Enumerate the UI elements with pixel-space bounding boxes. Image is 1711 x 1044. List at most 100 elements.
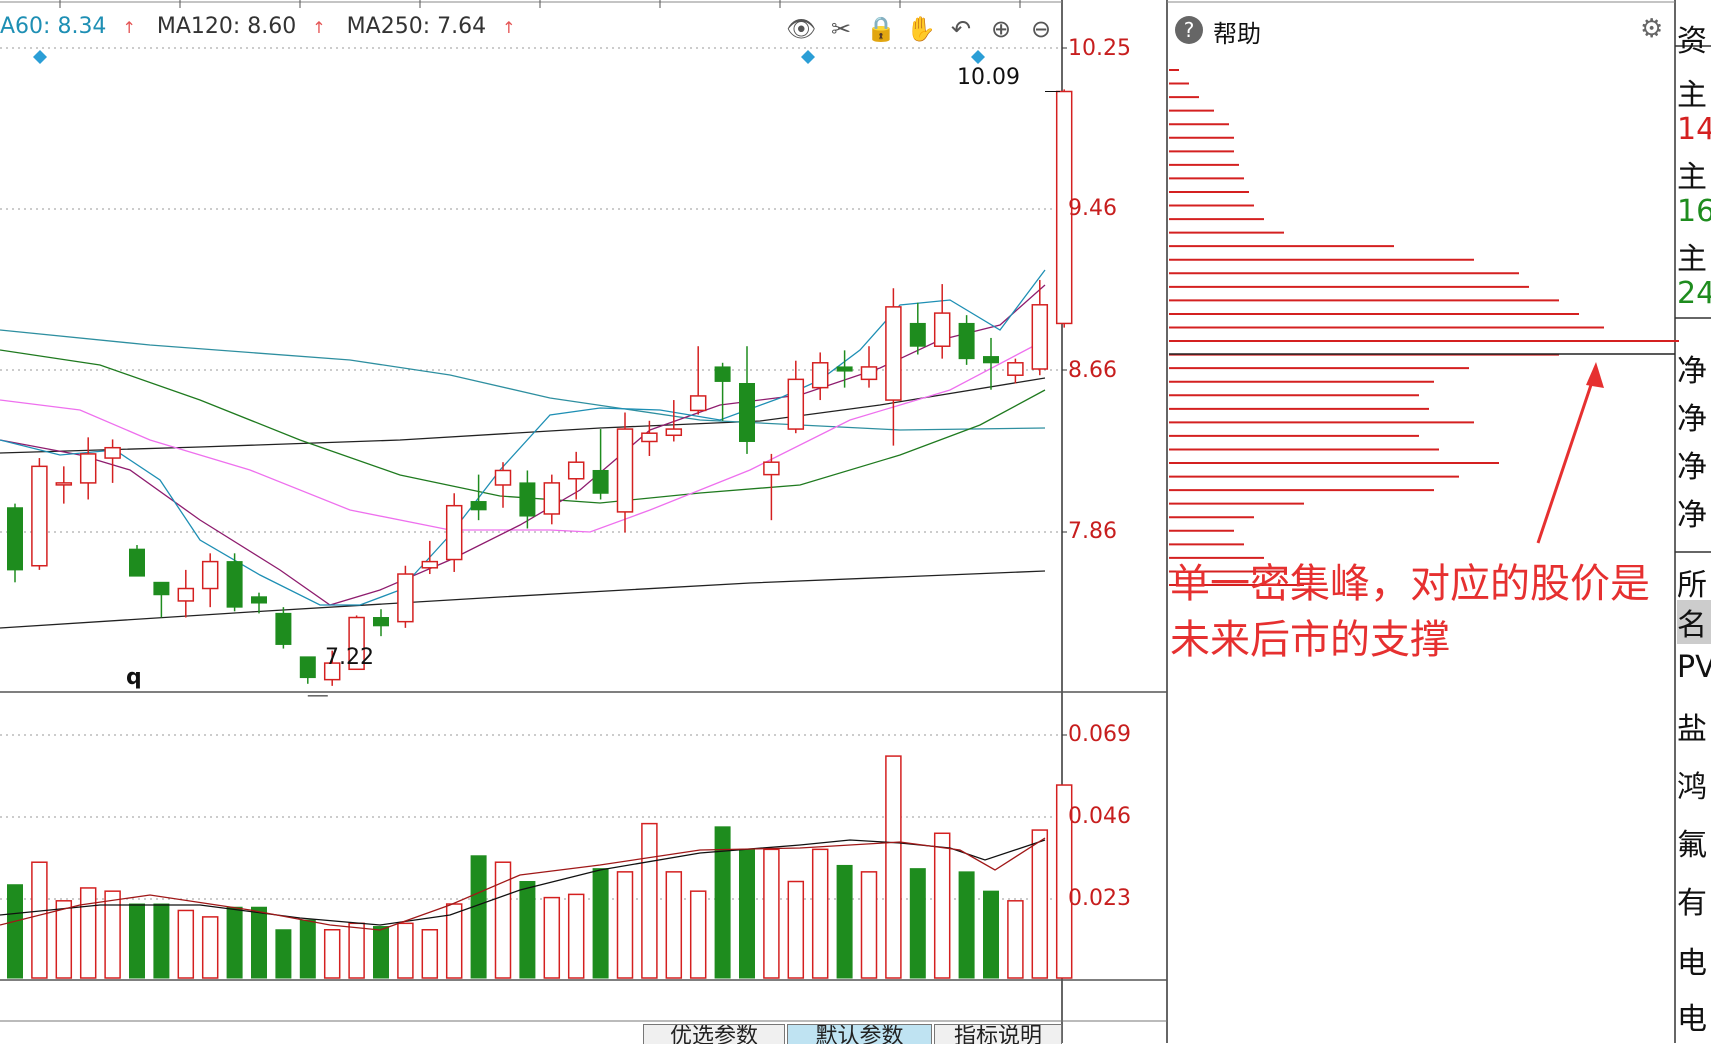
ma-line-0 — [0, 570, 1046, 629]
ma250-label: MA250: 7.64 ↑ — [346, 14, 516, 39]
volume-bar — [494, 861, 512, 979]
candle-body — [909, 322, 926, 347]
volume-bar — [787, 880, 805, 979]
volume-bar — [543, 896, 561, 979]
volume-bar — [226, 906, 243, 979]
volume-bar — [567, 893, 585, 979]
help-icon[interactable]: ? — [1175, 16, 1203, 44]
candle-body — [31, 465, 48, 567]
candle-body — [201, 560, 219, 590]
annotation-text: 单一密集峰，对应的股价是 未来后市的支撑 — [1170, 556, 1650, 668]
candle-body — [226, 561, 243, 608]
candle-body — [665, 428, 683, 437]
candle-body — [299, 656, 316, 679]
ma-line-2 — [0, 329, 1046, 431]
event-marker-icon — [801, 50, 815, 64]
help-label[interactable]: 帮助 — [1213, 20, 1261, 48]
candle-body — [177, 587, 195, 602]
volume-bar — [373, 926, 389, 979]
undo-icon[interactable]: ↶ — [950, 15, 972, 43]
candle-body — [763, 461, 780, 476]
candle-body — [543, 482, 561, 515]
candle-body — [567, 461, 585, 480]
right-column-item: 氟 — [1677, 828, 1707, 863]
zoom-in-icon[interactable]: ⊕ — [990, 15, 1012, 43]
candle-body — [958, 322, 975, 360]
candlesticks — [7, 89, 1073, 697]
volume-bar — [689, 890, 707, 979]
hand-icon[interactable]: ✋ — [906, 15, 936, 43]
volume-bar — [958, 871, 975, 979]
ma-line-6 — [0, 269, 1046, 606]
volume-bar — [909, 868, 926, 979]
annotation-arrow — [1536, 362, 1604, 544]
volume-bar — [31, 861, 48, 979]
volume-bar — [933, 832, 951, 979]
volume-bar — [79, 887, 97, 979]
candle-body — [7, 507, 23, 571]
scissors-icon[interactable]: ✂ — [830, 15, 852, 43]
event-marker-icon — [33, 50, 47, 64]
annotation-arrow-head — [1586, 362, 1604, 388]
right-column-item: 净 — [1677, 498, 1707, 533]
annotation-arrow-shaft — [1536, 369, 1598, 544]
lock-icon[interactable]: 🔒 — [866, 15, 896, 43]
volume-bar — [470, 855, 487, 979]
candle-body — [616, 428, 634, 513]
candle-body — [933, 312, 951, 347]
candle-body — [129, 548, 145, 577]
volume-bar — [983, 890, 999, 979]
right-column-item: 24 — [1677, 276, 1711, 311]
annotation-line-2: 未来后市的支撑 — [1170, 617, 1450, 663]
volume-bar — [251, 906, 267, 979]
volume-bar — [860, 871, 878, 979]
volume-bar — [177, 909, 195, 979]
candle-body — [348, 616, 365, 671]
candle-body — [470, 501, 487, 511]
candle-body — [251, 596, 267, 604]
candle-body — [275, 612, 292, 645]
annotation-line-1: 单一密集峰，对应的股价是 — [1170, 561, 1650, 607]
volume-bar — [275, 929, 292, 979]
candle-body — [983, 356, 999, 364]
q-label: q — [126, 665, 142, 690]
right-column-item: 电 — [1677, 1002, 1707, 1037]
candle-body — [445, 504, 463, 561]
chip-distribution — [1169, 69, 1679, 586]
volume-bar — [55, 900, 73, 979]
volume-bar — [836, 864, 853, 979]
tab-default-params[interactable]: 默认参数 — [787, 1024, 932, 1044]
volume-tick: 0.046 — [1068, 804, 1131, 829]
candle-body — [55, 482, 73, 486]
candle-body — [641, 432, 658, 443]
event-marker-icon — [971, 50, 985, 64]
right-column-item: 资 — [1677, 24, 1707, 59]
volume-ma-line — [0, 837, 1046, 931]
volume-bar — [641, 822, 658, 979]
volume-bar — [1055, 784, 1073, 979]
candle-body — [689, 395, 707, 412]
tab-indicator-help[interactable]: 指标说明 — [934, 1024, 1062, 1044]
eye-icon[interactable]: 👁 — [786, 15, 817, 43]
candle-body — [1031, 304, 1049, 370]
candle-body — [885, 306, 902, 401]
candle-body — [787, 378, 805, 430]
candle-body — [104, 446, 121, 459]
price-tick: 9.46 — [1068, 196, 1117, 221]
volume-bar — [519, 881, 536, 979]
volume-bar — [592, 868, 609, 979]
candle-body — [714, 366, 731, 382]
candle-body — [592, 469, 609, 494]
candle-body — [323, 662, 341, 681]
volume-bar — [763, 848, 780, 979]
right-column-item: 净 — [1677, 354, 1707, 389]
volume-bar — [323, 929, 341, 979]
zoom-out-icon[interactable]: ⊖ — [1030, 15, 1052, 43]
right-column-item: 16 — [1677, 194, 1711, 229]
volume-bar — [348, 922, 365, 979]
volume-bar — [421, 929, 439, 979]
tab-optimal-params[interactable]: 优选参数 — [643, 1024, 785, 1044]
gear-icon[interactable]: ⚙ — [1640, 14, 1664, 44]
